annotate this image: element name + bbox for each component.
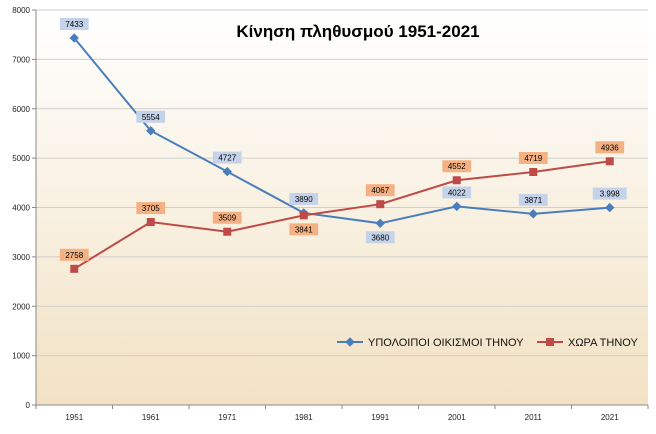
data-label-box (518, 193, 548, 206)
data-point (605, 157, 614, 166)
data-label: 5554 (142, 113, 160, 122)
data-label: 3841 (295, 225, 313, 234)
x-tick-label: 1981 (295, 413, 313, 422)
y-tick-label: 5000 (12, 154, 30, 163)
y-tick-label: 1000 (12, 352, 30, 361)
y-tick-label: 0 (26, 401, 31, 410)
data-label-box (59, 248, 89, 261)
data-label: 4022 (448, 188, 466, 197)
axes: 0 1000 2000 3000 4000 5000 6000 7000 8000 1951 196… (12, 6, 649, 422)
x-tick-label: 1961 (142, 413, 160, 422)
data-point (528, 209, 538, 219)
data-point (529, 167, 538, 176)
x-tick-label: 2001 (448, 413, 466, 422)
data-label: 4552 (448, 162, 466, 171)
y-tick-label: 6000 (12, 105, 30, 114)
data-point (605, 202, 615, 213)
series-layer (69, 33, 615, 273)
data-label-box (212, 151, 242, 164)
data-point (146, 126, 156, 136)
y-tick-label: 8000 (12, 6, 30, 15)
data-label: 4067 (371, 186, 389, 195)
data-label: 3680 (371, 233, 389, 242)
x-tick-label: 1971 (218, 413, 236, 422)
data-label-box (289, 223, 319, 236)
data-point (452, 201, 462, 212)
data-point (146, 218, 155, 227)
data-label: 3871 (524, 196, 542, 205)
x-tick-label: 2011 (525, 413, 543, 422)
legend: ΥΠΟΛΟΙΠΟΙ ΟΙΚΙΣΜΟΙ ΤΗΝΟΥ ΧΩΡΑ ΤΗΝΟΥ (337, 337, 638, 349)
data-label-box (59, 17, 89, 30)
data-point (70, 264, 79, 273)
data-label: 4727 (218, 154, 236, 163)
y-tick-label: 7000 (12, 55, 30, 64)
data-label: 4719 (524, 154, 542, 163)
data-label-box (365, 184, 395, 197)
gridlines (36, 9, 648, 357)
data-label-box (212, 211, 242, 224)
data-point (69, 33, 79, 43)
data-label-box (289, 192, 319, 205)
data-label-box (518, 151, 548, 164)
legend-label: ΥΠΟΛΟΙΠΟΙ ΟΙΚΙΣΜΟΙ ΤΗΝΟΥ (368, 337, 524, 349)
y-tick-label: 3000 (12, 253, 30, 262)
legend-marker (546, 338, 554, 346)
data-point (452, 176, 461, 185)
data-label-box (136, 202, 166, 215)
data-point (223, 227, 232, 236)
data-label-box (365, 231, 395, 244)
legend-marker (345, 337, 355, 347)
series-line (73, 37, 610, 225)
data-label: 3509 (218, 214, 236, 223)
series-2 (70, 157, 614, 273)
data-label-box (442, 160, 472, 173)
x-tick-label: 1951 (65, 413, 83, 422)
data-label: 2758 (65, 251, 83, 260)
x-tick-label: 2021 (601, 413, 619, 422)
data-label-box (136, 110, 166, 123)
data-point (376, 200, 385, 209)
y-tick-label: 4000 (12, 204, 30, 213)
data-point (222, 166, 232, 177)
legend-item-1: ΥΠΟΛΟΙΠΟΙ ΟΙΚΙΣΜΟΙ ΤΗΝΟΥ (337, 337, 524, 349)
chart-title: Κίνηση πληθυσμού 1951-2021 (236, 22, 479, 41)
data-label: 3705 (142, 204, 160, 213)
legend-label: ΧΩΡΑ ΤΗΝΟΥ (568, 337, 638, 349)
data-label: 3890 (295, 195, 313, 204)
data-labels: 7433 5554 4727 3890 3680 4022 3871 3.998 2758 370… (59, 17, 627, 261)
data-label: 4936 (601, 143, 619, 152)
data-point (299, 211, 308, 220)
legend-item-2: ΧΩΡΑ ΤΗΝΟΥ (537, 337, 638, 349)
data-label-box (595, 141, 625, 154)
series-line (73, 160, 610, 270)
x-tick-label: 1991 (371, 413, 389, 422)
data-label: 3.998 (600, 190, 621, 199)
data-point (375, 218, 385, 229)
data-label-box (592, 187, 627, 200)
data-label: 7433 (65, 20, 83, 29)
y-tick-label: 2000 (12, 302, 30, 311)
data-label-box (442, 186, 472, 199)
